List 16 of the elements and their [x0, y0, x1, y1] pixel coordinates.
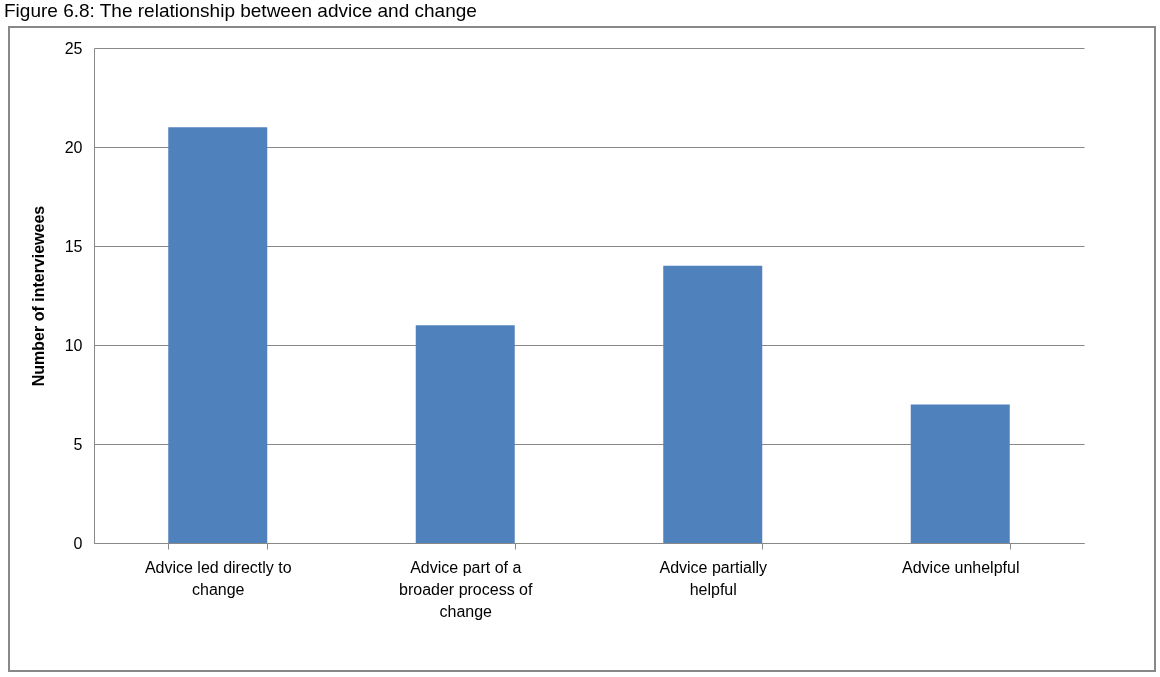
chart-title: Figure 6.8: The relationship between advice and change — [4, 0, 477, 22]
x-tick-label: Advice partially helpful — [659, 558, 768, 598]
y-tick-label: 5 — [73, 435, 83, 453]
bar — [415, 325, 515, 543]
y-axis-title: Number of interviewees — [29, 205, 47, 387]
x-tick-label: Advice led directly to change — [144, 558, 292, 598]
y-tick-label: 25 — [64, 39, 83, 57]
y-tick-label: 0 — [73, 534, 83, 552]
bar — [910, 404, 1010, 543]
y-tick-label: 20 — [64, 138, 83, 156]
y-tick-label: 10 — [64, 336, 83, 354]
bar — [663, 265, 763, 543]
bar — [168, 127, 268, 543]
y-tick-label: 15 — [64, 237, 83, 255]
x-tick-label: Advice unhelpful — [902, 558, 1020, 576]
x-tick-label: Advice part of a broader process of change — [399, 558, 534, 620]
